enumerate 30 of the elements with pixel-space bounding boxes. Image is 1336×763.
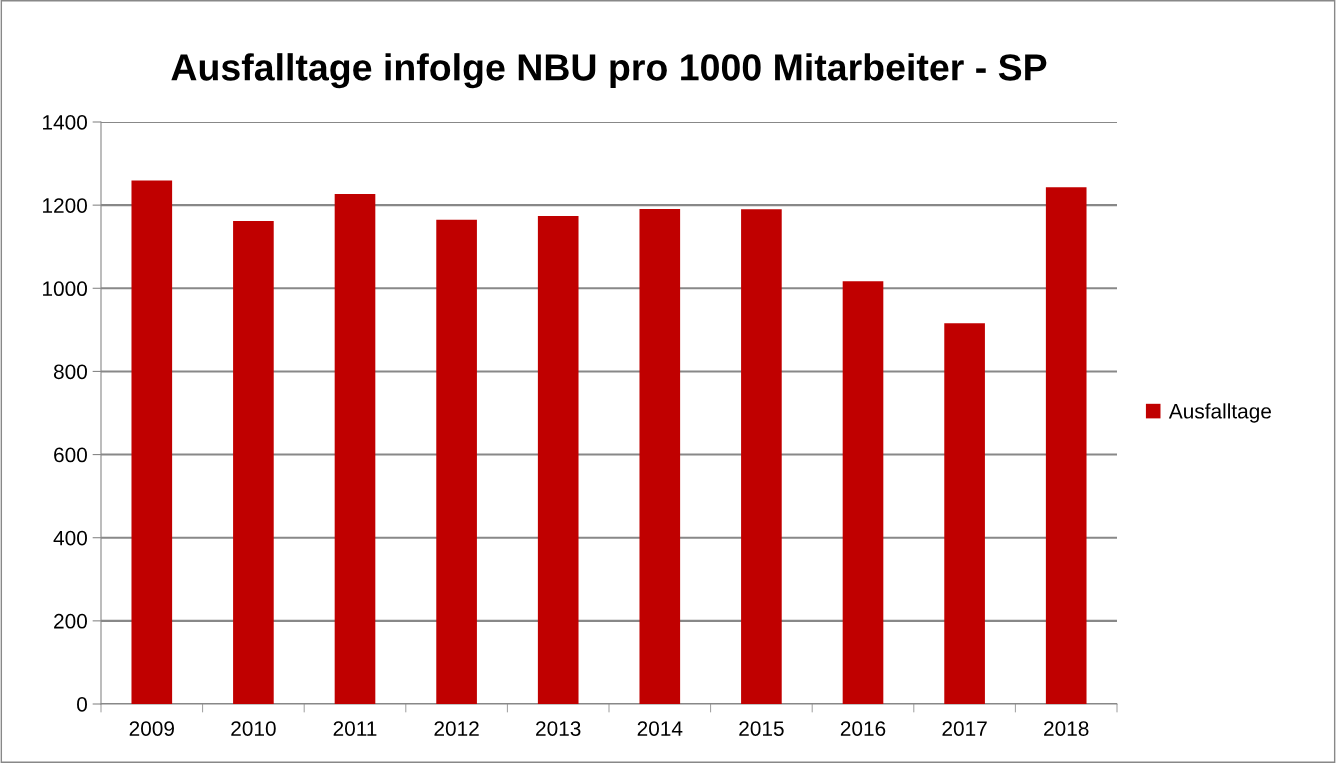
- x-tick-label: 2014: [637, 721, 683, 736]
- bar: [131, 180, 173, 704]
- y-tick-label: 1400: [43, 115, 87, 130]
- bar: [944, 323, 985, 704]
- bar: [233, 220, 274, 704]
- x-tick-label: 2015: [739, 721, 784, 736]
- y-tick-label: 800: [53, 364, 87, 380]
- x-tick-label: 2018: [1044, 721, 1089, 736]
- chart-title: Ausfalltage infolge NBU pro 1000 Mitarbeiter - SP: [171, 53, 1047, 89]
- bar: [537, 215, 579, 704]
- bar: [741, 209, 782, 704]
- bar: [1045, 187, 1087, 704]
- legend-label: Ausfalltage: [1168, 403, 1271, 423]
- x-tick-label: 2011: [333, 721, 377, 736]
- bar: [334, 193, 376, 704]
- bar: [842, 281, 884, 704]
- y-tick-label: 1000: [43, 281, 87, 297]
- x-tick-label: 2012: [434, 721, 479, 736]
- x-tick-label: 2009: [129, 721, 174, 736]
- y-tick-label: 400: [53, 530, 87, 546]
- x-tick-label: 2016: [840, 721, 886, 736]
- x-tick-label: 2017: [942, 721, 987, 736]
- x-tick-label: 2013: [536, 721, 581, 736]
- y-tick-label: 200: [54, 613, 87, 629]
- bar: [639, 208, 681, 704]
- y-tick-label: 600: [54, 447, 87, 463]
- x-tick-label: 2010: [231, 721, 276, 736]
- y-tick-label: 0: [77, 697, 87, 712]
- bar: [436, 219, 477, 704]
- y-tick-label: 1200: [43, 198, 87, 213]
